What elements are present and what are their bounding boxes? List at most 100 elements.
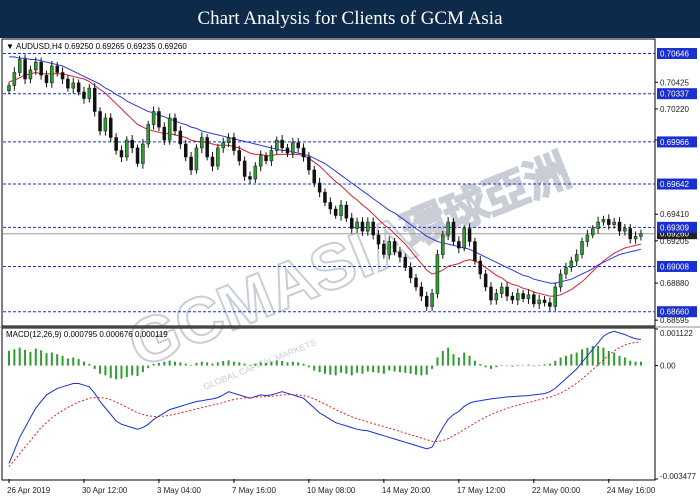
price-tick-label: 0.69205 [660, 237, 689, 246]
macd-tick-label: 0.001122 [660, 329, 693, 338]
candle [489, 282, 493, 305]
macd-hist-bar [425, 365, 428, 375]
candle [291, 137, 295, 158]
macd-hist-bar [136, 365, 139, 377]
macd-hist-bar [13, 349, 16, 366]
candle [574, 249, 579, 267]
candle [537, 294, 541, 310]
macd-hist-bar [307, 365, 310, 368]
candle [553, 282, 557, 311]
macd-hist-bar [484, 365, 487, 368]
candle [366, 217, 370, 236]
macd-hist-bar [516, 364, 519, 366]
macd-hist-bar [88, 363, 91, 366]
candle [457, 236, 461, 254]
candle [232, 132, 236, 156]
candle [242, 156, 247, 181]
macd-hist-bar [174, 361, 177, 366]
svg-text:0.68660: 0.68660 [660, 308, 689, 317]
macd-hist-bar [532, 365, 535, 367]
chart-area[interactable]: GCMASIA 環球亞洲 GLOBAL CAPITAL MARKETS 0.70… [0, 38, 700, 500]
candle [639, 229, 643, 241]
candle [60, 67, 65, 85]
macd-hist-bar [607, 350, 610, 366]
macd-hist-bar [66, 358, 69, 366]
macd-hist-bar [45, 353, 48, 366]
macd-hist-bar [559, 357, 562, 366]
macd-hist-bar [575, 352, 578, 366]
macd-hist-bar [489, 365, 492, 369]
macd-hist-bar [18, 347, 21, 366]
candle [408, 262, 413, 284]
candle [467, 223, 472, 247]
candle [392, 238, 397, 256]
macd-hist-bar [56, 354, 59, 366]
candle [569, 256, 574, 272]
candle [23, 54, 27, 85]
macd-hist-bar [125, 365, 128, 378]
macd-histogram [8, 346, 642, 380]
candle [617, 217, 622, 236]
macd-hist-bar [473, 360, 476, 366]
time-tick-label: 10 May 08:00 [307, 486, 356, 495]
candle [71, 77, 76, 94]
macd-hist-bar [313, 365, 316, 371]
candle [371, 217, 375, 240]
candle [623, 223, 627, 236]
candle [194, 144, 199, 174]
macd-hist-bar [468, 355, 471, 366]
candle [403, 253, 408, 272]
candle [564, 262, 568, 279]
macd-hist-bar [345, 365, 348, 374]
macd-hist-bar [420, 365, 423, 376]
macd-hist-bar [382, 365, 385, 374]
candle [173, 113, 177, 136]
level-label: 0.69642 [657, 178, 697, 190]
candle [178, 126, 183, 149]
macd-hist-bar [82, 361, 85, 366]
macd-hist-bar [8, 350, 10, 366]
candle [414, 273, 418, 291]
macd-hist-bar [511, 365, 514, 367]
candle [280, 134, 284, 154]
candle [451, 218, 456, 246]
macd-hist-bar [152, 363, 155, 366]
level-label: 0.70337 [657, 88, 697, 100]
macd-hist-bar [190, 364, 193, 366]
candle [103, 113, 108, 136]
macd-hist-bar [623, 357, 626, 366]
macd-hist-bar [457, 357, 460, 366]
price-tick-label: 0.70220 [660, 105, 689, 114]
candle [532, 291, 536, 308]
macd-hist-bar [275, 360, 278, 366]
candle [269, 145, 274, 167]
price-axis: 0.704250.702200.699810.694100.692050.688… [655, 78, 689, 325]
candle [430, 288, 434, 312]
candle [478, 255, 483, 280]
macd-lines [8, 330, 641, 468]
candle [301, 143, 306, 162]
candle [167, 113, 172, 145]
candle [296, 138, 300, 153]
candle [125, 136, 129, 161]
macd-hist-bar [329, 365, 332, 375]
candlesticks [7, 54, 643, 312]
candle [494, 288, 499, 305]
macd-hist-bar [29, 351, 32, 366]
svg-text:0.70646: 0.70646 [660, 50, 689, 59]
price-tick-label: 0.70425 [660, 78, 689, 87]
candle [7, 82, 11, 94]
candle [146, 120, 150, 148]
macd-hist-bar [115, 365, 118, 380]
candle [253, 162, 258, 183]
price-tick-label: 0.68880 [660, 279, 689, 288]
macd-hist-bar [506, 365, 509, 367]
candle [590, 225, 595, 239]
candle [50, 61, 54, 88]
candle [483, 269, 488, 292]
time-tick-label: 7 May 16:00 [232, 486, 277, 495]
candle [424, 291, 429, 311]
macd-panel-frame [1, 327, 656, 481]
macd-hist-bar [340, 365, 343, 373]
candle [580, 237, 584, 259]
